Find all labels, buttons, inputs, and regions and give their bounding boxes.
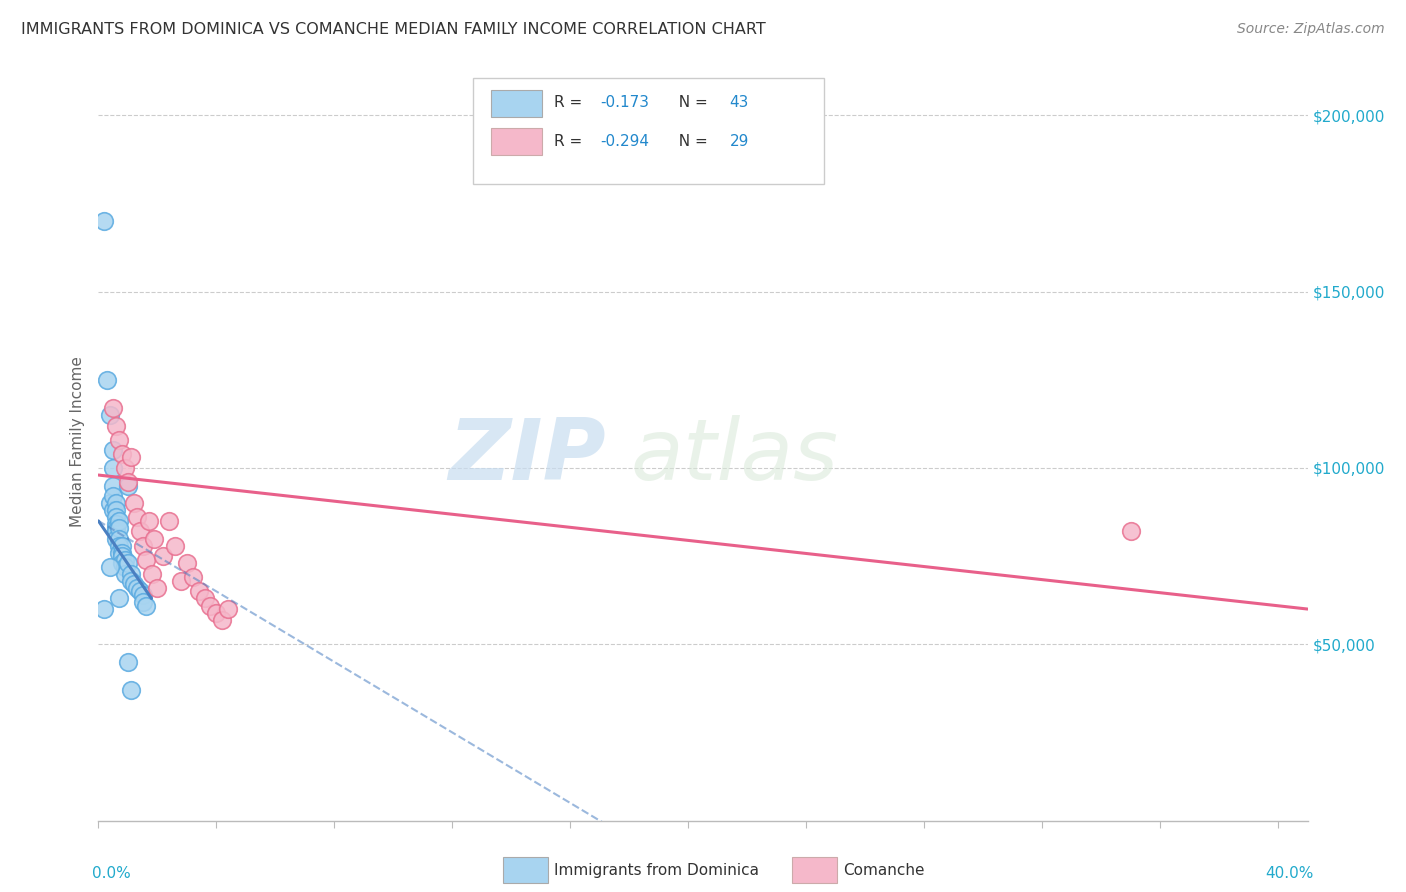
Point xyxy=(114,559,136,574)
Point xyxy=(187,584,209,599)
Text: N =: N = xyxy=(669,134,713,149)
Point xyxy=(105,496,128,510)
Point xyxy=(131,539,153,553)
Point xyxy=(170,574,193,588)
Point xyxy=(211,613,233,627)
Point xyxy=(117,655,139,669)
Text: IMMIGRANTS FROM DOMINICA VS COMANCHE MEDIAN FAMILY INCOME CORRELATION CHART: IMMIGRANTS FROM DOMINICA VS COMANCHE MED… xyxy=(21,22,766,37)
Point xyxy=(108,433,131,447)
Point xyxy=(111,539,134,553)
Point xyxy=(122,496,145,510)
Point xyxy=(117,475,139,489)
Point xyxy=(131,588,153,602)
Point xyxy=(194,591,217,606)
Point xyxy=(157,514,180,528)
Text: Comanche: Comanche xyxy=(844,863,925,878)
Point xyxy=(101,443,124,458)
Point xyxy=(108,539,131,553)
Point xyxy=(105,532,128,546)
Point xyxy=(105,524,128,539)
Point xyxy=(108,546,131,560)
Point xyxy=(181,570,204,584)
Point xyxy=(114,461,136,475)
Point xyxy=(101,478,124,492)
Point xyxy=(138,514,160,528)
Point xyxy=(108,532,131,546)
Point xyxy=(135,599,157,613)
Point xyxy=(101,489,124,503)
Point xyxy=(114,552,136,566)
Point xyxy=(165,539,187,553)
Point xyxy=(108,591,131,606)
Point xyxy=(120,450,142,465)
Point xyxy=(205,606,228,620)
Point xyxy=(200,599,222,613)
Point xyxy=(120,683,142,698)
Point xyxy=(101,461,124,475)
Text: R =: R = xyxy=(554,95,588,110)
Point xyxy=(111,556,134,570)
Point xyxy=(111,546,134,560)
Point xyxy=(120,574,142,588)
Point xyxy=(108,514,131,528)
Point xyxy=(98,408,121,422)
Point xyxy=(105,503,128,517)
Point xyxy=(152,549,174,563)
Point xyxy=(1119,524,1142,539)
Point xyxy=(117,556,139,570)
Point xyxy=(98,496,121,510)
Point xyxy=(143,532,166,546)
Point xyxy=(141,566,163,581)
Point xyxy=(108,521,131,535)
Point xyxy=(101,401,124,415)
Point xyxy=(105,521,128,535)
Text: 40.0%: 40.0% xyxy=(1265,866,1313,881)
Point xyxy=(105,510,128,524)
Text: -0.294: -0.294 xyxy=(600,134,650,149)
Point xyxy=(93,214,115,228)
Text: R =: R = xyxy=(554,134,588,149)
Text: 0.0%: 0.0% xyxy=(93,866,131,881)
Point xyxy=(96,373,118,387)
Text: Immigrants from Dominica: Immigrants from Dominica xyxy=(554,863,759,878)
Point xyxy=(101,503,124,517)
Point xyxy=(98,559,121,574)
Text: N =: N = xyxy=(669,95,713,110)
Y-axis label: Median Family Income: Median Family Income xyxy=(70,356,86,527)
Text: Source: ZipAtlas.com: Source: ZipAtlas.com xyxy=(1237,22,1385,37)
Point xyxy=(117,478,139,492)
Text: 43: 43 xyxy=(730,95,749,110)
Point xyxy=(105,517,128,532)
Text: -0.173: -0.173 xyxy=(600,95,650,110)
Text: atlas: atlas xyxy=(630,415,838,499)
FancyBboxPatch shape xyxy=(474,78,824,184)
Text: ZIP: ZIP xyxy=(449,415,606,499)
Point xyxy=(105,418,128,433)
FancyBboxPatch shape xyxy=(492,90,543,117)
FancyBboxPatch shape xyxy=(492,128,543,155)
Point xyxy=(176,556,198,570)
Point xyxy=(111,447,134,461)
Point xyxy=(93,602,115,616)
Point xyxy=(217,602,239,616)
Point xyxy=(114,566,136,581)
Text: 29: 29 xyxy=(730,134,749,149)
Point xyxy=(120,566,142,581)
Point xyxy=(128,524,150,539)
Point xyxy=(125,581,148,595)
Point xyxy=(131,595,153,609)
Point xyxy=(135,552,157,566)
Point xyxy=(146,581,169,595)
Point xyxy=(122,577,145,591)
Point xyxy=(128,584,150,599)
Point xyxy=(111,549,134,563)
Point xyxy=(125,510,148,524)
